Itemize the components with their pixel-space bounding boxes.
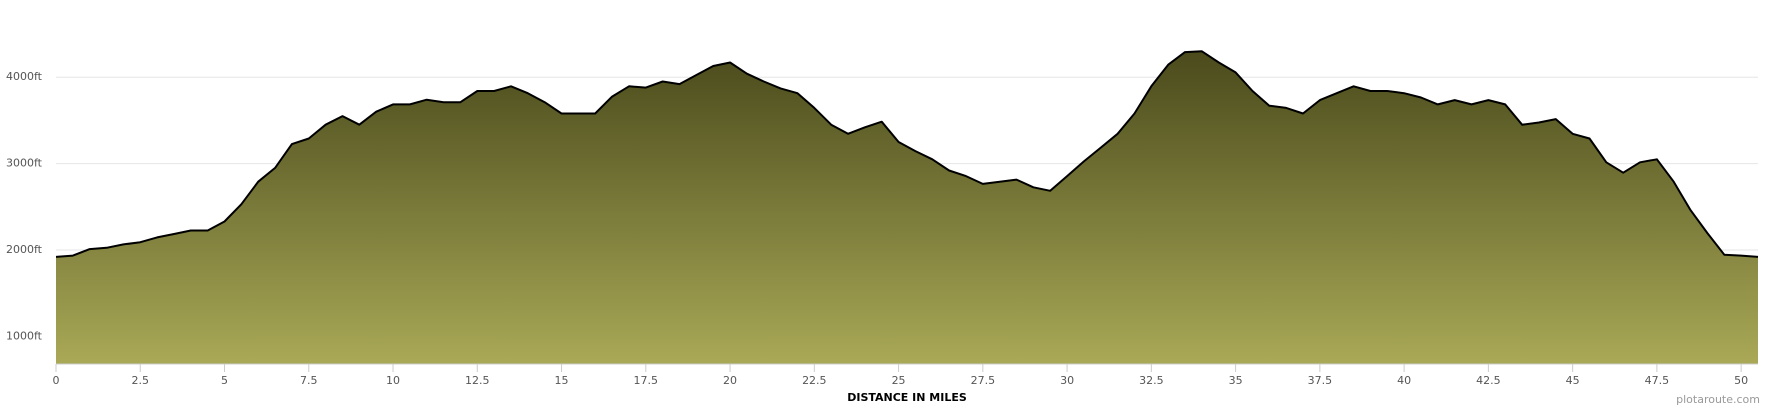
x-tick-label: 0 xyxy=(53,374,60,387)
x-tick-label: 15 xyxy=(555,374,569,387)
elevation-line xyxy=(55,50,1759,258)
y-tick-label: 4000ft xyxy=(6,70,43,83)
x-tick-label: 50 xyxy=(1734,374,1748,387)
elevation-area xyxy=(56,51,1758,365)
x-axis-title: DISTANCE IN MILES xyxy=(847,391,967,404)
x-tick-label: 25 xyxy=(892,374,906,387)
x-tick-label: 42.5 xyxy=(1476,374,1501,387)
x-tick-label: 45 xyxy=(1566,374,1580,387)
x-tick-label: 17.5 xyxy=(634,374,659,387)
y-tick-label: 3000ft xyxy=(6,157,43,170)
x-tick-label: 2.5 xyxy=(132,374,150,387)
credit[interactable]: plotaroute.com xyxy=(1676,393,1760,406)
x-tick-label: 37.5 xyxy=(1308,374,1333,387)
x-tick-label: 32.5 xyxy=(1139,374,1164,387)
x-tick-label: 22.5 xyxy=(802,374,827,387)
x-tick-label: 40 xyxy=(1397,374,1411,387)
x-tick-label: 7.5 xyxy=(300,374,318,387)
y-tick-label: 2000ft xyxy=(6,243,43,256)
x-tick-label: 5 xyxy=(221,374,228,387)
x-tick-label: 35 xyxy=(1229,374,1243,387)
x-tick-label: 12.5 xyxy=(465,374,490,387)
x-tick-label: 47.5 xyxy=(1645,374,1670,387)
x-tick-label: 10 xyxy=(386,374,400,387)
x-tick-label: 30 xyxy=(1060,374,1074,387)
x-tick-label: 20 xyxy=(723,374,737,387)
x-tick-label: 27.5 xyxy=(971,374,996,387)
y-tick-label: 1000ft xyxy=(6,329,43,342)
